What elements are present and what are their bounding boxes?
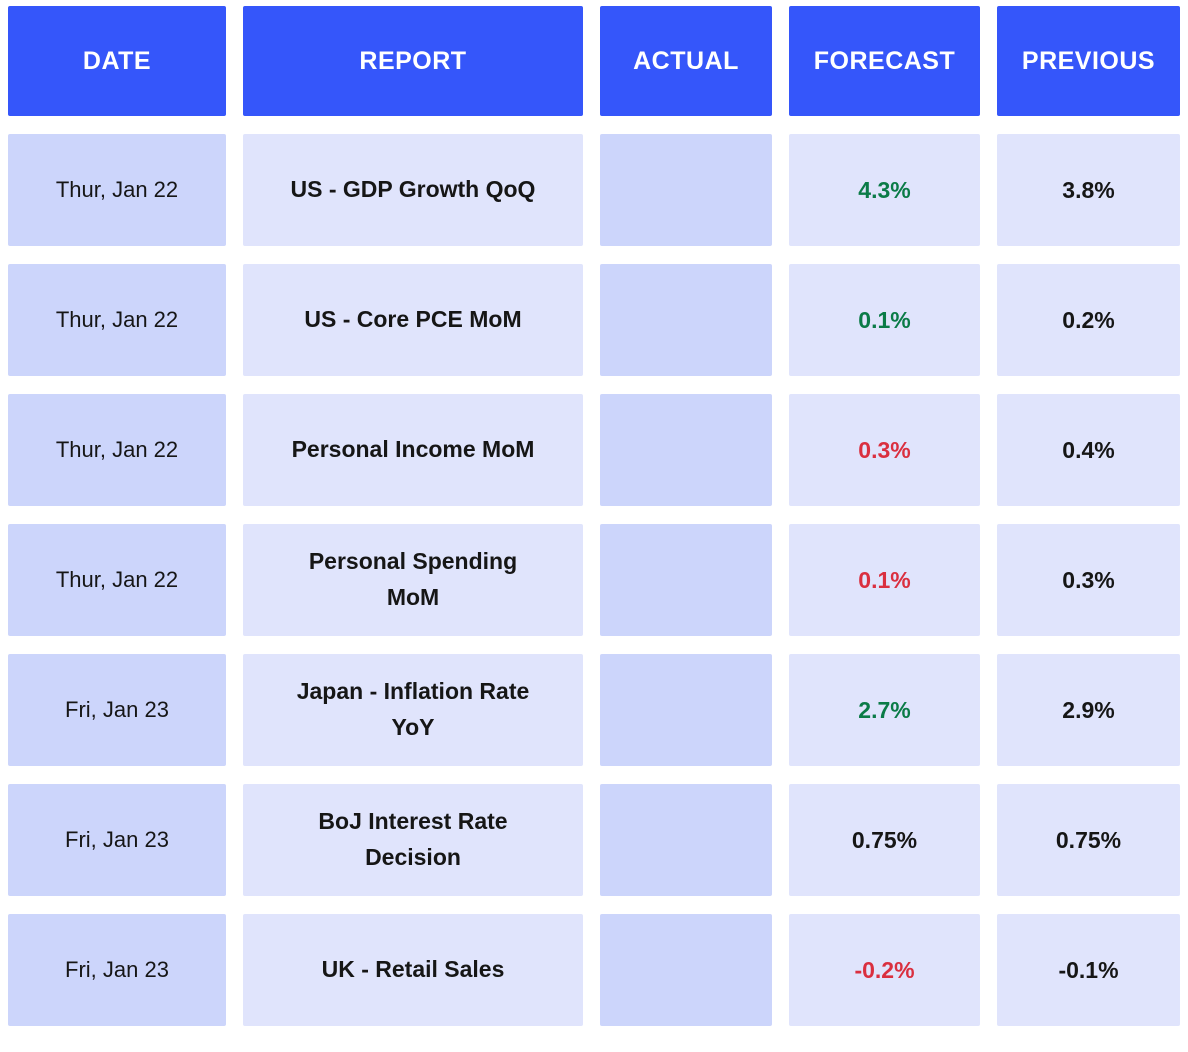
- previous-cell: 0.4%: [997, 394, 1180, 506]
- forecast-cell: 0.1%: [789, 524, 980, 636]
- date-cell: Fri, Jan 23: [8, 784, 226, 896]
- report-cell: Personal Income MoM: [243, 394, 583, 506]
- date-cell: Fri, Jan 23: [8, 914, 226, 1026]
- report-cell: US - Core PCE MoM: [243, 264, 583, 376]
- date-cell: Thur, Jan 22: [8, 264, 226, 376]
- date-cell: Thur, Jan 22: [8, 134, 226, 246]
- actual-cell: [600, 654, 772, 766]
- date-cell: Fri, Jan 23: [8, 654, 226, 766]
- forecast-cell: 2.7%: [789, 654, 980, 766]
- forecast-cell: 0.75%: [789, 784, 980, 896]
- actual-cell: [600, 134, 772, 246]
- report-cell: Personal Spending MoM: [243, 524, 583, 636]
- report-cell: UK - Retail Sales: [243, 914, 583, 1026]
- previous-cell: 0.75%: [997, 784, 1180, 896]
- date-cell: Thur, Jan 22: [8, 394, 226, 506]
- previous-cell: 0.3%: [997, 524, 1180, 636]
- previous-cell: 2.9%: [997, 654, 1180, 766]
- forecast-cell: 4.3%: [789, 134, 980, 246]
- actual-cell: [600, 264, 772, 376]
- column-header-report: REPORT: [243, 6, 583, 116]
- actual-cell: [600, 784, 772, 896]
- report-cell: US - GDP Growth QoQ: [243, 134, 583, 246]
- forecast-cell: 0.1%: [789, 264, 980, 376]
- actual-cell: [600, 914, 772, 1026]
- previous-cell: 0.2%: [997, 264, 1180, 376]
- previous-cell: 3.8%: [997, 134, 1180, 246]
- actual-cell: [600, 394, 772, 506]
- column-header-actual: ACTUAL: [600, 6, 772, 116]
- actual-cell: [600, 524, 772, 636]
- forecast-cell: 0.3%: [789, 394, 980, 506]
- forecast-cell: -0.2%: [789, 914, 980, 1026]
- report-cell: BoJ Interest Rate Decision: [243, 784, 583, 896]
- column-header-forecast: FORECAST: [789, 6, 980, 116]
- column-header-previous: PREVIOUS: [997, 6, 1180, 116]
- column-header-date: DATE: [8, 6, 226, 116]
- previous-cell: -0.1%: [997, 914, 1180, 1026]
- date-cell: Thur, Jan 22: [8, 524, 226, 636]
- report-cell: Japan - Inflation Rate YoY: [243, 654, 583, 766]
